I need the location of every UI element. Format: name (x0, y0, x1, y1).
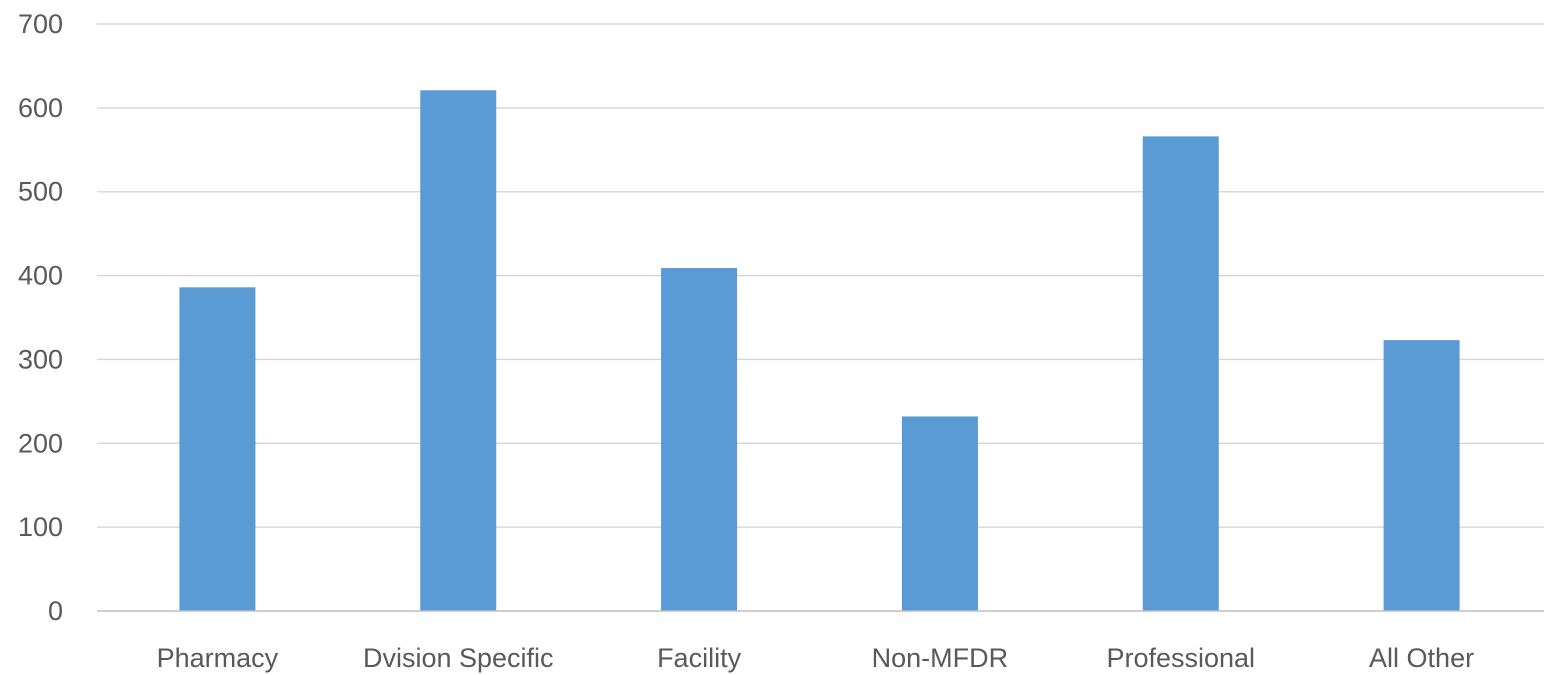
y-tick-label: 100 (18, 512, 63, 542)
x-category-label: Non-MFDR (872, 643, 1009, 673)
bar-pharmacy (179, 287, 256, 611)
x-category-label: Dvision Specific (363, 643, 554, 673)
x-category-label: Pharmacy (157, 643, 279, 673)
x-category-label: All Other (1369, 643, 1474, 673)
bars (179, 90, 1460, 612)
bar-facility (661, 268, 738, 611)
y-tick-label: 700 (18, 9, 63, 39)
y-tick-label: 300 (18, 344, 63, 374)
x-category-label: Professional (1106, 643, 1255, 673)
gridlines (97, 23, 1544, 528)
x-category-label: Facility (657, 643, 742, 673)
bar-all-other (1383, 340, 1460, 611)
bar-non-mfdr (901, 416, 978, 611)
bar-dvision-specific (420, 90, 497, 612)
y-tick-label: 600 (18, 93, 63, 123)
y-tick-label: 0 (48, 596, 63, 626)
y-tick-label: 400 (18, 261, 63, 291)
y-tick-label: 500 (18, 177, 63, 207)
y-tick-label: 200 (18, 428, 63, 458)
bar-professional (1142, 136, 1219, 611)
y-axis-tick-labels: 0 100 200 300 400 500 600 700 (18, 9, 63, 626)
x-axis-category-labels: Pharmacy Dvision Specific Facility Non-MFDR… (157, 643, 1474, 673)
